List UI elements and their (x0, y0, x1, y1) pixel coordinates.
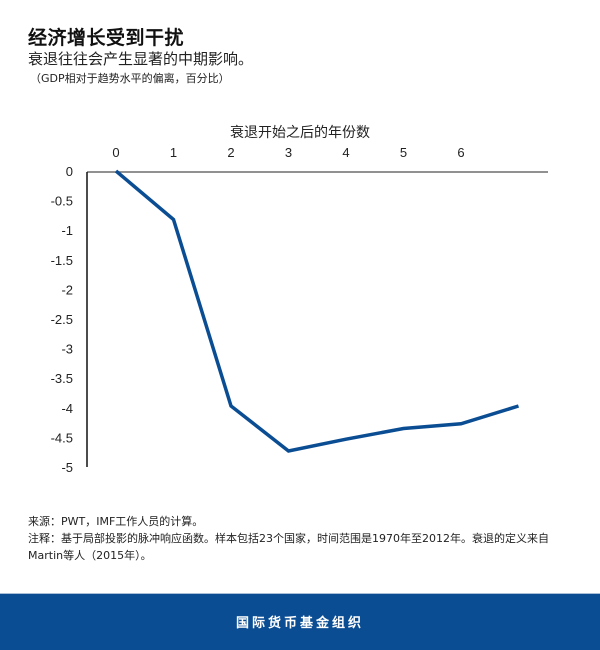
y-tick-labels: 0 -0.5 -1 -1.5 -2 -2.5 -3 -3.5 -4 -4.5 -5 (51, 164, 73, 475)
y-tick-label: -0.5 (51, 194, 73, 209)
footer-org-name: 国际货币基金组织 (235, 616, 364, 631)
y-tick-label: -2.5 (51, 312, 73, 327)
line-chart: 0 1 2 3 4 5 6 0 -0.5 -1 -1.5 -2 -2.5 -3 -3.5 -4 -4.5 -5 (51, 145, 548, 475)
chart-subtitle: 衰退往往会产生显著的中期影响。 (28, 50, 254, 68)
x-axis-title: 衰退开始之后的年份数 (230, 125, 370, 141)
note-text: 注释：基于局部投影的脉冲响应函数。样本包括23个国家，时间范围是1970年至20… (28, 532, 549, 562)
chart-notes: 来源：PWT，IMF工作人员的计算。 注释：基于局部投影的脉冲响应函数。样本包括… (28, 513, 578, 564)
y-tick-label: -4 (61, 401, 73, 416)
x-tick-label: 5 (400, 145, 407, 160)
data-line (114, 169, 520, 453)
source-text: 来源：PWT，IMF工作人员的计算。 (28, 515, 204, 528)
x-tick-label: 2 (227, 145, 234, 160)
y-tick-label: -4.5 (51, 430, 73, 445)
y-tick-label: -5 (61, 460, 73, 475)
chart-title: 经济增长受到干扰 (28, 27, 185, 49)
y-tick-label: -3 (61, 342, 73, 357)
x-tick-label: 1 (170, 145, 177, 160)
y-tick-label: -2 (61, 282, 73, 297)
x-tick-label: 0 (112, 145, 119, 160)
y-tick-label: 0 (66, 164, 73, 179)
x-tick-label: 3 (285, 145, 292, 160)
x-tick-label: 6 (457, 145, 464, 160)
y-tick-label: -3.5 (51, 371, 73, 386)
y-tick-label: -1.5 (51, 253, 73, 268)
y-tick-label: -1 (61, 223, 73, 238)
chart-units: （GDP相对于趋势水平的偏离，百分比） (30, 72, 230, 85)
x-tick-labels: 0 1 2 3 4 5 6 (112, 145, 464, 160)
x-tick-label: 4 (342, 145, 349, 160)
footer-band: 国际货币基金组织 (0, 593, 600, 650)
